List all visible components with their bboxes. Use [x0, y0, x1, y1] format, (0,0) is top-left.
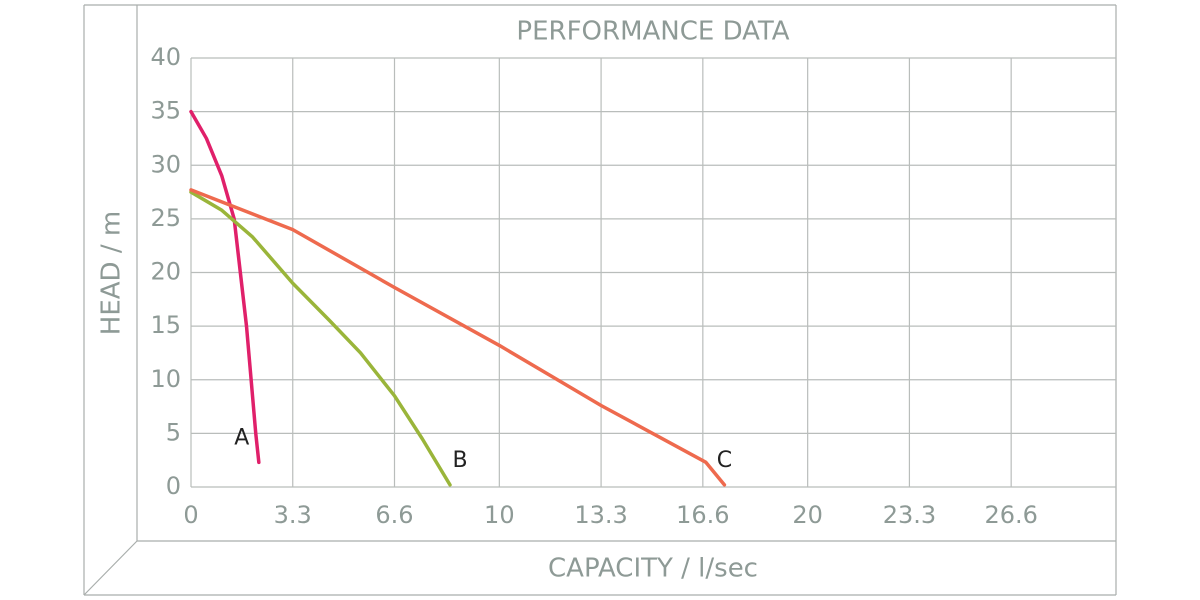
y-tick-label: 35: [150, 97, 181, 125]
x-tick-label: 26.6: [984, 501, 1037, 529]
series-label: B: [452, 448, 467, 473]
y-tick-label: 15: [150, 311, 181, 339]
y-tick-label: 30: [150, 150, 181, 178]
y-tick-label: 25: [150, 204, 181, 232]
series-line: [189, 188, 727, 487]
series-label: A: [234, 425, 249, 450]
x-tick-label: 13.3: [574, 501, 627, 529]
chart-title: PERFORMANCE DATA: [516, 17, 789, 47]
x-axis-label: CAPACITY / l/sec: [548, 554, 758, 584]
y-tick-label: 40: [150, 43, 181, 71]
x-tick-label: 0: [183, 501, 198, 529]
x-tick-label: 23.3: [883, 501, 936, 529]
x-tick-label: 6.6: [375, 501, 413, 529]
y-tick-label: 20: [150, 258, 181, 286]
x-tick-label: 20: [792, 501, 823, 529]
x-tick-label: 10: [484, 501, 515, 529]
y-axis-label: HEAD / m: [97, 211, 127, 335]
y-tick-label: 5: [166, 418, 181, 446]
series-line: [189, 190, 452, 487]
y-tick-label: 0: [166, 472, 181, 500]
frame-line: [83, 540, 138, 596]
x-tick-label: 3.3: [274, 501, 312, 529]
series-line: [189, 109, 261, 465]
y-tick-label: 10: [150, 365, 181, 393]
frame: [83, 4, 1117, 596]
x-tick-label: 16.6: [676, 501, 729, 529]
series-label: C: [717, 448, 732, 473]
